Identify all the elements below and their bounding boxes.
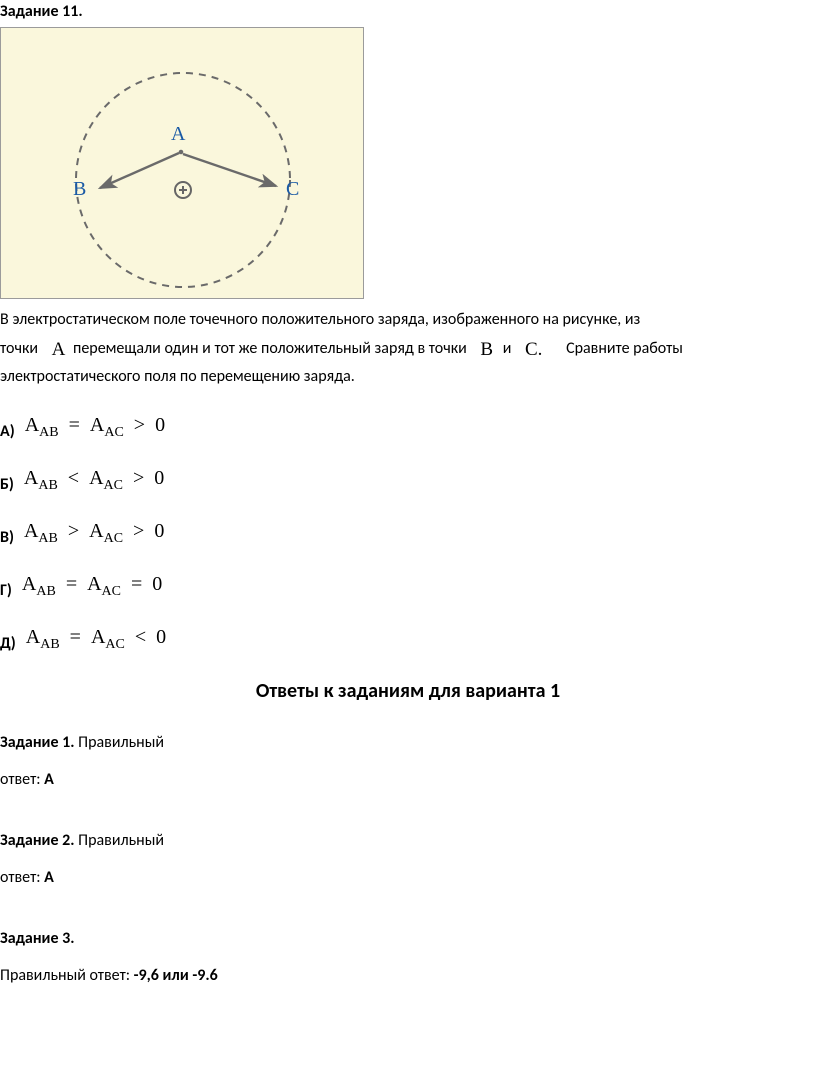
figure-svg: A B C xyxy=(1,28,363,298)
option-formula: AAB<AAC>0 xyxy=(24,467,164,494)
arrow-ab xyxy=(100,153,179,188)
answer-line-2: ответ: А xyxy=(0,868,816,887)
option-label: Б) xyxy=(0,475,14,494)
answer-line-1: Задание 3. xyxy=(0,929,816,948)
answer-block: Задание 2. Правильный ответ: А xyxy=(0,831,816,887)
option-formula: AAB=AAC>0 xyxy=(25,414,165,441)
point-a-dot xyxy=(179,150,184,155)
label-c: C xyxy=(286,178,299,200)
option-row: Б) AAB<AAC>0 xyxy=(0,467,816,494)
txt-tochki: точки xyxy=(0,339,38,358)
option-row: Г) AAB=AAC=0 xyxy=(0,573,816,600)
label-b: B xyxy=(73,178,86,200)
inline-letter-b: В xyxy=(470,339,499,360)
txt-tail: Сравните работы xyxy=(566,339,683,358)
option-formula: AAB=AAC=0 xyxy=(22,573,162,600)
options-list: А) AAB=AAC>0 Б) AAB<AAC>0 В) AAB>AAC>0 Г) AAB=A… xyxy=(0,414,816,653)
answer-line-1: Задание 2. Правильный xyxy=(0,831,816,850)
question-line-2: точки А перемещали один и тот же положит… xyxy=(0,337,816,363)
option-label: В) xyxy=(0,528,14,547)
answer-block: Задание 3. Правильный ответ: -9,6 или -9.… xyxy=(0,929,816,985)
arrow-ac xyxy=(183,154,276,186)
option-formula: AAB>AAC>0 xyxy=(24,520,164,547)
txt-and: и xyxy=(503,339,512,358)
answers-heading: Ответы к заданиям для варианта 1 xyxy=(0,679,816,703)
option-label: А) xyxy=(0,422,15,441)
question-line-1: В электростатическом поле точечного поло… xyxy=(0,309,816,331)
label-a: A xyxy=(171,123,186,145)
option-row: В) AAB>AAC>0 xyxy=(0,520,816,547)
option-formula: AAB=AAC<0 xyxy=(26,626,166,653)
answer-block: Задание 1. Правильный ответ: А xyxy=(0,733,816,789)
answer-line-1: Задание 1. Правильный xyxy=(0,733,816,752)
question-line-3: электростатического поля по перемещению … xyxy=(0,366,816,388)
option-row: Д) AAB=AAC<0 xyxy=(0,626,816,653)
answer-line-2: ответ: А xyxy=(0,770,816,789)
txt-mid: перемещали один и тот же положительный з… xyxy=(73,339,467,358)
answers-list: Задание 1. Правильныйответ: АЗадание 2. … xyxy=(0,733,816,985)
inline-letter-a: А xyxy=(42,339,70,360)
option-label: Г) xyxy=(0,581,12,600)
page: Задание 11. A B C В электростатическом п… xyxy=(0,2,816,985)
inline-letter-c: С. xyxy=(515,339,562,360)
option-label: Д) xyxy=(0,634,16,653)
answer-line-2: Правильный ответ: -9,6 или -9.6 xyxy=(0,966,816,985)
option-row: А) AAB=AAC>0 xyxy=(0,414,816,441)
task-title: Задание 11. xyxy=(0,2,816,21)
figure-electrostatic: A B C xyxy=(0,27,364,299)
